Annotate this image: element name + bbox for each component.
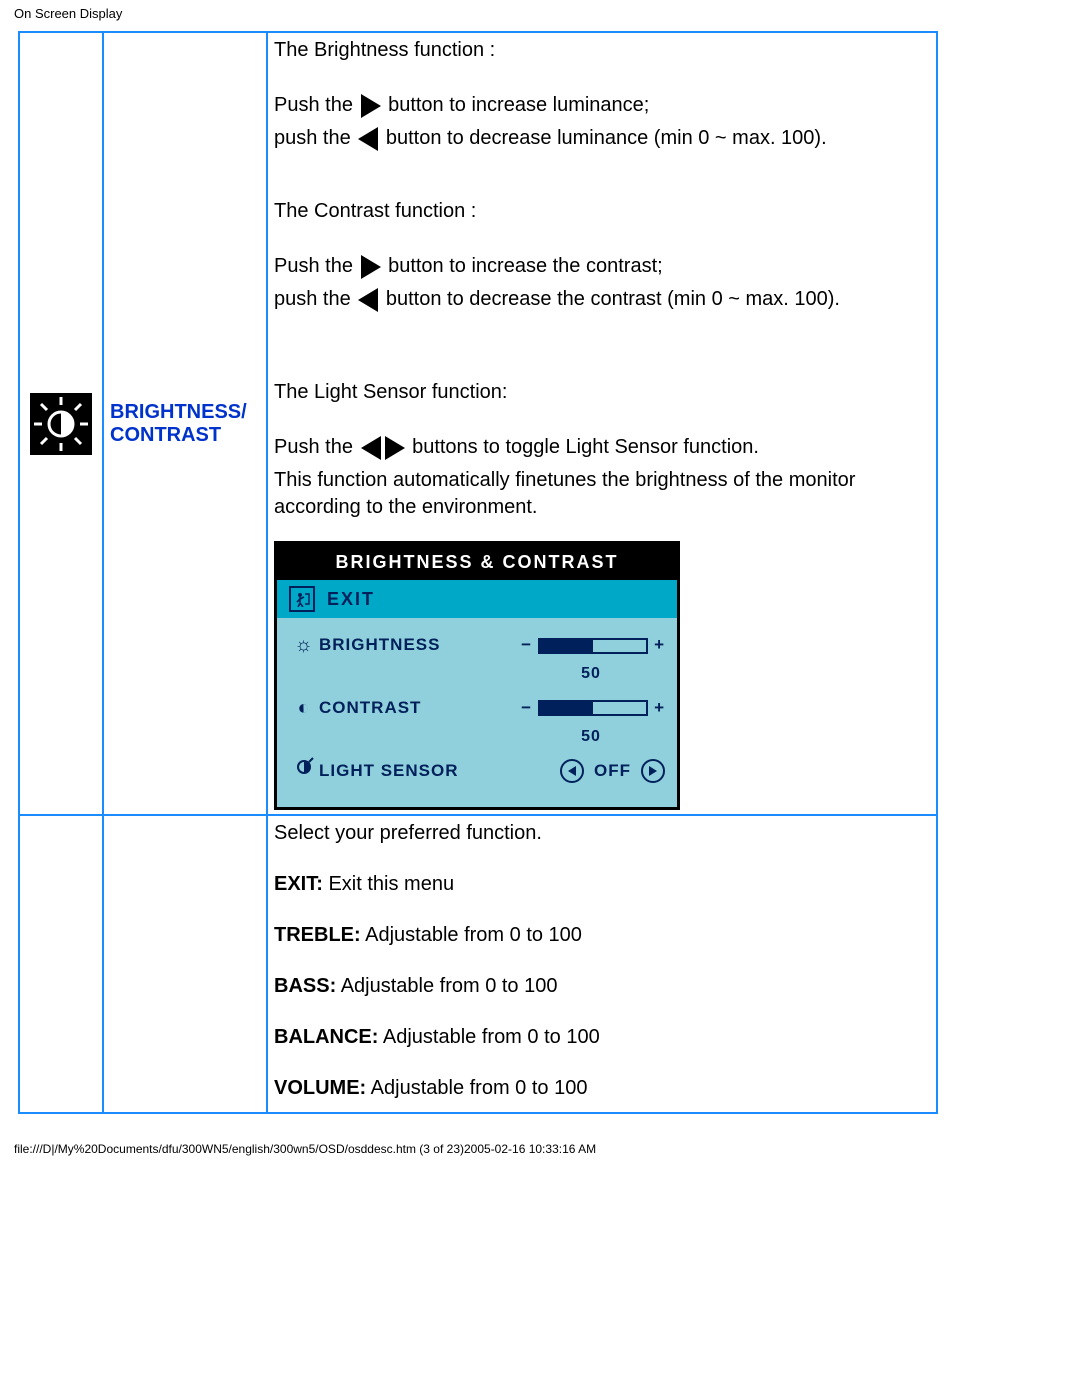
osd-brightness-row: ☼ BRIGHTNESS − + xyxy=(289,632,665,659)
label-line1: BRIGHTNESS/ xyxy=(110,401,247,423)
lightsensor-push-line: Push the buttons to toggle Light Sensor … xyxy=(274,434,930,461)
osd-lightsensor-row: LIGHT SENSOR OFF xyxy=(289,757,665,785)
sun-icon: ☼ xyxy=(289,632,319,659)
cell-description-audio: Select your preferred function. EXIT: Ex… xyxy=(267,815,937,1113)
right-arrow-icon xyxy=(361,255,381,279)
osd-contrast-row: ◐ CONTRAST − + xyxy=(289,695,665,722)
cell-icon-audio xyxy=(19,815,103,1113)
osd-exit-label: EXIT xyxy=(327,587,375,611)
page-header: On Screen Display xyxy=(0,0,1080,31)
left-arrow-icon xyxy=(358,127,378,151)
osd-description-table: BRIGHTNESS/ CONTRAST The Brightness func… xyxy=(18,31,938,1114)
audio-item-bass: BASS: Adjustable from 0 to 100 xyxy=(274,973,930,1000)
row-brightness-contrast: BRIGHTNESS/ CONTRAST The Brightness func… xyxy=(19,32,937,815)
brightness-contrast-icon xyxy=(30,393,92,455)
audio-item-balance: BALANCE: Adjustable from 0 to 100 xyxy=(274,1024,930,1051)
contrast-decrease-line: push the button to decrease the contrast… xyxy=(274,286,930,313)
lightsensor-title: The Light Sensor function: xyxy=(274,379,930,406)
cell-label: BRIGHTNESS/ CONTRAST xyxy=(103,32,267,815)
right-arrow-icon xyxy=(385,436,405,460)
minus-icon: − xyxy=(521,697,532,720)
left-arrow-icon xyxy=(361,436,381,460)
osd-exit-row[interactable]: EXIT xyxy=(277,580,677,618)
osd-lightsensor-toggle[interactable]: OFF xyxy=(560,759,665,783)
brightness-decrease-line: push the button to decrease luminance (m… xyxy=(274,125,930,152)
exit-icon xyxy=(289,586,315,612)
cell-label-audio xyxy=(103,815,267,1113)
osd-title: BRIGHTNESS & CONTRAST xyxy=(277,544,677,580)
toggle-left-icon xyxy=(560,759,584,783)
audio-item-treble: TREBLE: Adjustable from 0 to 100 xyxy=(274,922,930,949)
lightsensor-desc: This function automatically finetunes th… xyxy=(274,467,930,521)
osd-panel: BRIGHTNESS & CONTRAST EXIT ☼ BRIGHTNESS … xyxy=(274,541,680,810)
toggle-right-icon xyxy=(641,759,665,783)
brightness-increase-line: Push the button to increase luminance; xyxy=(274,92,930,119)
left-arrow-icon xyxy=(358,288,378,312)
osd-lightsensor-state: OFF xyxy=(594,760,631,783)
osd-brightness-value: 50 xyxy=(517,663,665,685)
label-line2: CONTRAST xyxy=(110,424,221,446)
audio-item-exit: EXIT: Exit this menu xyxy=(274,871,930,898)
plus-icon: + xyxy=(654,634,665,657)
contrast-icon: ◐ xyxy=(289,695,319,722)
lightsensor-icon xyxy=(289,757,319,785)
cell-description: The Brightness function : Push the butto… xyxy=(267,32,937,815)
cell-icon xyxy=(19,32,103,815)
osd-brightness-label: BRIGHTNESS xyxy=(319,634,521,657)
plus-icon: + xyxy=(654,697,665,720)
contrast-increase-line: Push the button to increase the contrast… xyxy=(274,253,930,280)
brightness-title: The Brightness function : xyxy=(274,37,930,64)
contrast-title: The Contrast function : xyxy=(274,198,930,225)
audio-intro: Select your preferred function. xyxy=(274,820,930,847)
osd-contrast-slider[interactable]: − + xyxy=(521,697,665,720)
osd-lightsensor-label: LIGHT SENSOR xyxy=(319,760,560,783)
page-footer: file:///D|/My%20Documents/dfu/300WN5/eng… xyxy=(0,1114,1080,1156)
minus-icon: − xyxy=(521,634,532,657)
osd-body: ☼ BRIGHTNESS − + 50 ◐ CONTRAST xyxy=(277,618,677,807)
osd-contrast-label: CONTRAST xyxy=(319,697,521,720)
audio-item-volume: VOLUME: Adjustable from 0 to 100 xyxy=(274,1075,930,1102)
osd-brightness-slider[interactable]: − + xyxy=(521,634,665,657)
row-audio: Select your preferred function. EXIT: Ex… xyxy=(19,815,937,1113)
right-arrow-icon xyxy=(361,94,381,118)
osd-contrast-value: 50 xyxy=(517,726,665,748)
